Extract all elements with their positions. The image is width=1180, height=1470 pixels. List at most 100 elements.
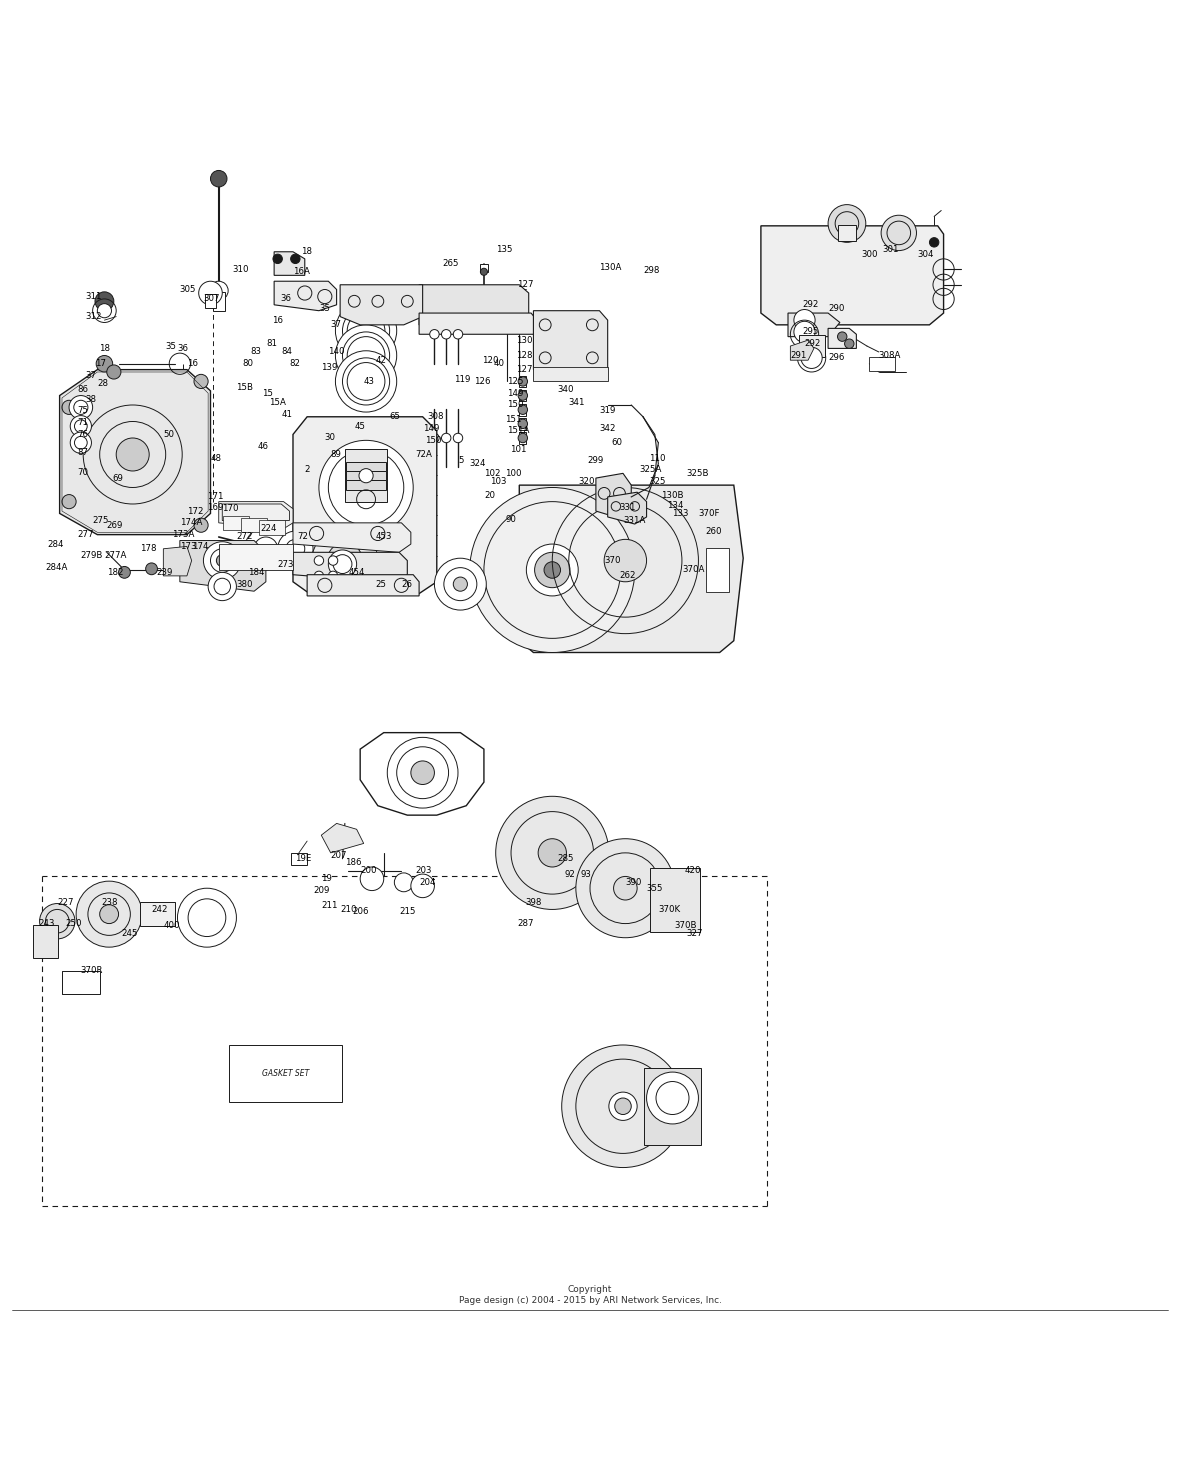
FancyBboxPatch shape xyxy=(480,265,489,272)
Circle shape xyxy=(145,563,157,575)
Polygon shape xyxy=(293,417,437,594)
Text: 86: 86 xyxy=(78,385,88,394)
Circle shape xyxy=(838,332,847,341)
Text: 15: 15 xyxy=(262,388,274,398)
FancyBboxPatch shape xyxy=(33,925,59,958)
Circle shape xyxy=(335,351,396,412)
Text: 209: 209 xyxy=(313,886,329,895)
Polygon shape xyxy=(340,285,422,325)
FancyBboxPatch shape xyxy=(212,293,224,310)
Text: 41: 41 xyxy=(281,410,293,419)
Text: 35: 35 xyxy=(165,341,177,350)
FancyBboxPatch shape xyxy=(139,903,175,926)
Circle shape xyxy=(930,238,939,247)
Circle shape xyxy=(453,329,463,340)
Text: 178: 178 xyxy=(139,544,156,553)
Text: 265: 265 xyxy=(442,259,459,268)
Text: 120: 120 xyxy=(481,356,498,365)
Circle shape xyxy=(94,293,113,310)
Text: 285: 285 xyxy=(557,854,573,863)
Circle shape xyxy=(177,888,236,947)
Text: 150: 150 xyxy=(507,400,524,410)
Text: 151A: 151A xyxy=(507,426,530,435)
Text: 292: 292 xyxy=(802,300,819,309)
Text: 26: 26 xyxy=(401,579,413,588)
Polygon shape xyxy=(307,575,419,595)
Text: 210: 210 xyxy=(340,906,356,914)
Text: 290: 290 xyxy=(828,304,845,313)
Polygon shape xyxy=(419,285,529,332)
Text: 296: 296 xyxy=(828,353,845,362)
Text: 119: 119 xyxy=(454,375,471,384)
Circle shape xyxy=(518,391,527,400)
Polygon shape xyxy=(791,340,814,360)
Text: 135: 135 xyxy=(496,245,512,254)
Text: 15A: 15A xyxy=(269,398,287,407)
Text: 215: 215 xyxy=(399,907,415,916)
Text: 279B: 279B xyxy=(81,551,103,560)
Text: 206: 206 xyxy=(352,907,368,916)
Text: 127: 127 xyxy=(516,365,532,375)
Text: 312: 312 xyxy=(86,312,101,320)
Text: 245: 245 xyxy=(120,929,137,938)
Circle shape xyxy=(335,300,396,362)
FancyBboxPatch shape xyxy=(650,867,700,932)
Text: 301: 301 xyxy=(883,245,899,254)
Circle shape xyxy=(518,406,527,415)
FancyBboxPatch shape xyxy=(346,481,386,490)
Text: 398: 398 xyxy=(525,898,542,907)
Circle shape xyxy=(614,876,637,900)
Text: 295: 295 xyxy=(802,328,819,337)
Text: 325A: 325A xyxy=(640,466,662,475)
Circle shape xyxy=(328,550,356,578)
Circle shape xyxy=(314,572,323,581)
FancyBboxPatch shape xyxy=(870,357,896,370)
Text: 38: 38 xyxy=(86,394,97,404)
Circle shape xyxy=(526,544,578,595)
Circle shape xyxy=(453,578,467,591)
Text: 35: 35 xyxy=(319,304,330,313)
Text: 5: 5 xyxy=(458,456,464,465)
Polygon shape xyxy=(163,547,191,576)
Text: 45: 45 xyxy=(354,422,366,431)
Text: 250: 250 xyxy=(66,919,83,928)
Polygon shape xyxy=(218,501,293,529)
Text: 17: 17 xyxy=(94,359,106,369)
Text: 272: 272 xyxy=(236,532,253,541)
Text: 75: 75 xyxy=(78,406,88,416)
Text: 420: 420 xyxy=(684,866,701,875)
Polygon shape xyxy=(293,523,411,553)
Circle shape xyxy=(198,281,222,304)
Circle shape xyxy=(118,566,130,578)
Polygon shape xyxy=(596,473,631,517)
Circle shape xyxy=(453,434,463,442)
Circle shape xyxy=(194,375,208,388)
Polygon shape xyxy=(519,485,743,653)
Circle shape xyxy=(441,329,451,340)
FancyBboxPatch shape xyxy=(706,548,729,592)
Circle shape xyxy=(441,434,451,442)
Polygon shape xyxy=(179,541,266,591)
Text: 224: 224 xyxy=(260,525,276,534)
Text: 42: 42 xyxy=(375,356,387,365)
Circle shape xyxy=(216,554,228,566)
Polygon shape xyxy=(293,553,407,584)
Text: 342: 342 xyxy=(599,423,616,434)
Circle shape xyxy=(647,1072,699,1125)
Text: 331: 331 xyxy=(620,503,636,512)
Circle shape xyxy=(798,344,826,372)
Polygon shape xyxy=(60,369,210,535)
Text: 305: 305 xyxy=(179,285,196,294)
Circle shape xyxy=(387,738,458,809)
Circle shape xyxy=(277,531,313,566)
Text: 227: 227 xyxy=(58,898,74,907)
Text: 327: 327 xyxy=(687,929,703,938)
Text: 370: 370 xyxy=(604,556,621,564)
Text: 151: 151 xyxy=(505,415,522,423)
Circle shape xyxy=(99,904,118,923)
Text: 18: 18 xyxy=(301,247,313,256)
Circle shape xyxy=(71,416,91,437)
Text: 150: 150 xyxy=(425,435,441,445)
Text: 2: 2 xyxy=(304,466,310,475)
Text: 128: 128 xyxy=(516,351,532,360)
